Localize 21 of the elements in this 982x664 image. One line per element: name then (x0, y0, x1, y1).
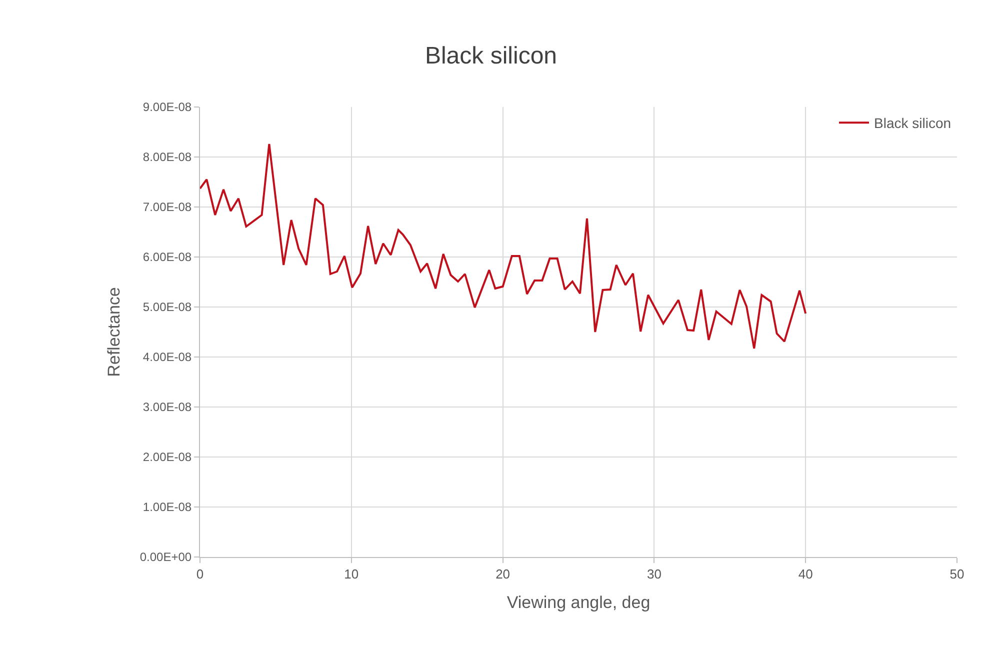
x-axis-title: Viewing angle, deg (506, 593, 650, 612)
x-tick-label: 40 (798, 566, 813, 582)
line-series (200, 143, 807, 350)
y-tick-label: 9.00E-08 (142, 100, 192, 114)
x-tick-label: 10 (344, 566, 359, 582)
y-tick-label: 4.00E-08 (142, 350, 192, 364)
y-tick-label: 5.00E-08 (142, 300, 192, 314)
x-tick-label: 20 (496, 566, 510, 582)
y-tick-label: 8.00E-08 (142, 150, 192, 164)
y-tick-label: 0.00E+00 (140, 550, 192, 564)
x-tick-label: 50 (950, 566, 964, 582)
y-tick-label: 6.00E-08 (142, 250, 192, 264)
y-tick-label: 7.00E-08 (142, 200, 192, 214)
x-tick-label: 0 (196, 566, 204, 582)
y-tick-label: 2.00E-08 (142, 450, 192, 464)
x-tick-label: 30 (646, 566, 662, 582)
legend-label: Black silicon (874, 115, 952, 132)
y-axis-title: Reflectance (104, 287, 124, 377)
y-tick-label: 3.00E-08 (142, 400, 192, 414)
chart-title: Black silicon (424, 42, 558, 70)
y-tick-label: 1.00E-08 (142, 500, 192, 514)
